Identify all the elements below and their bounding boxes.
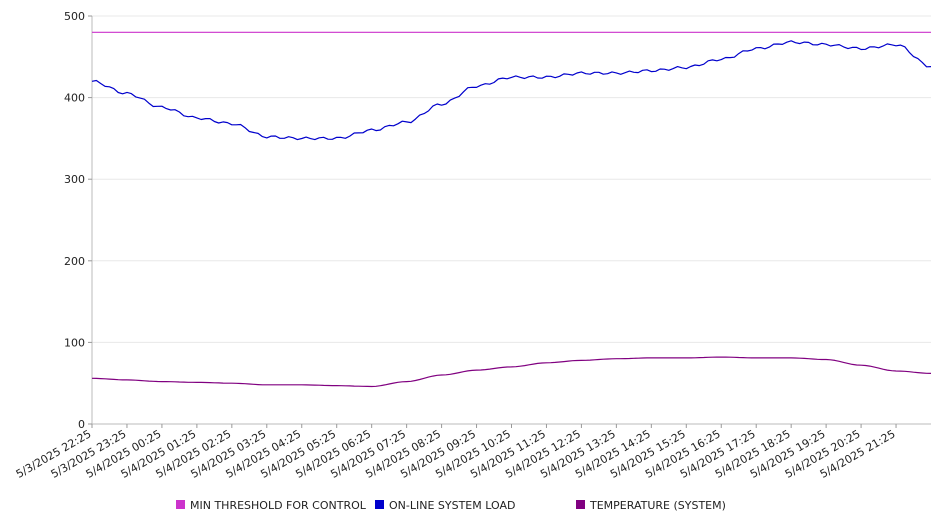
series-line: [91, 40, 932, 141]
y-tick-label: 300: [64, 173, 85, 186]
y-axis-ticks: 0 100 200 300 400 500: [64, 10, 92, 431]
x-axis-ticks: 5/3/2025 22:255/3/2025 23:255/4/2025 00:…: [14, 424, 898, 481]
legend-swatch: [375, 500, 384, 509]
series-line: [91, 356, 932, 388]
legend-label: TEMPERATURE (SYSTEM): [589, 499, 726, 512]
legend-swatch: [576, 500, 585, 509]
y-tick-label: 400: [64, 92, 85, 105]
legend: MIN THRESHOLD FOR CONTROL ON-LINE SYSTEM …: [176, 499, 726, 512]
y-tick-label: 0: [78, 418, 85, 431]
y-tick-label: 200: [64, 255, 85, 268]
grid-lines: [92, 15, 931, 343]
y-tick-label: 500: [64, 10, 85, 23]
legend-swatch: [176, 500, 185, 509]
legend-label: MIN THRESHOLD FOR CONTROL: [190, 499, 367, 512]
series-lines: [91, 31, 932, 388]
legend-label: ON-LINE SYSTEM LOAD: [389, 499, 515, 512]
y-tick-label: 100: [64, 336, 85, 349]
